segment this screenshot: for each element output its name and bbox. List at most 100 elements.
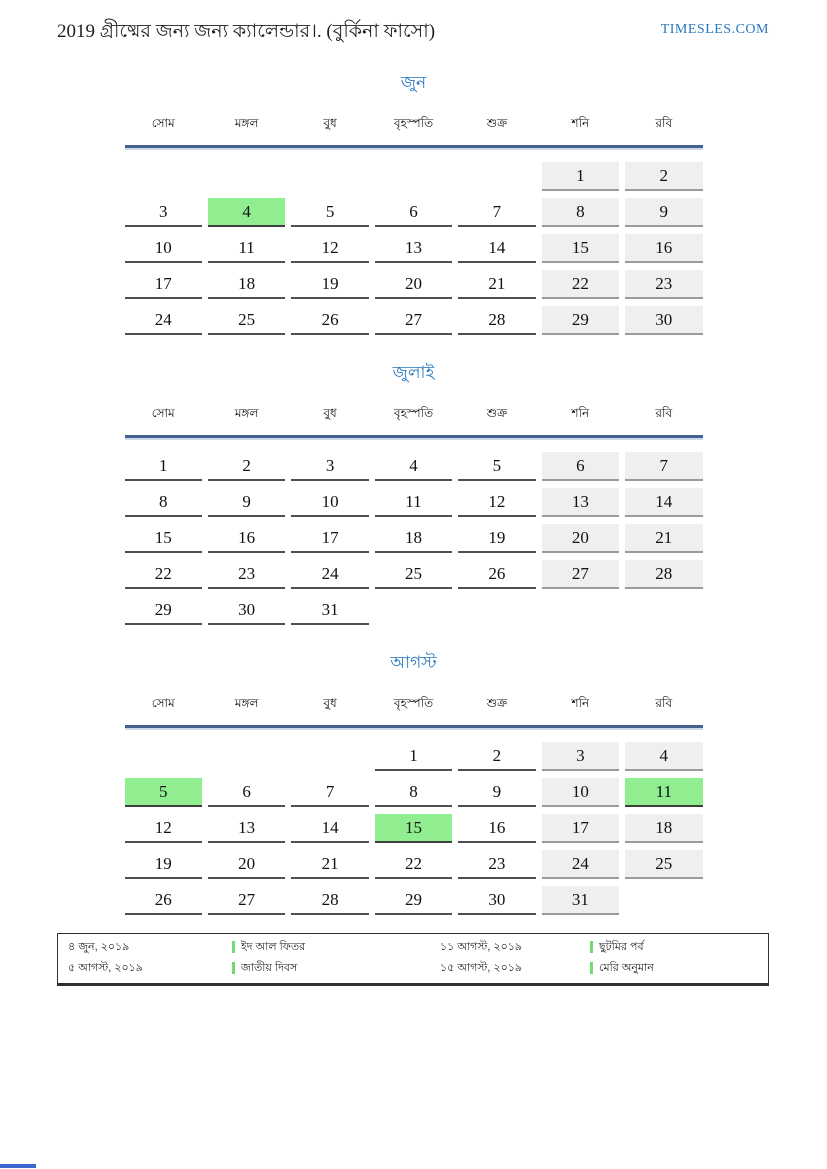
month-grid: 1 2 3 4 5 6 7 8 9 10 11 12 13 14 15 16 17 18 19 20 21 22 23 24 2… <box>124 161 703 335</box>
month-grid: 1 2 3 4 5 6 7 8 9 10 11 12 13 14 15 16 17 18 19 20 21 22 23 24 2… <box>124 451 703 625</box>
day-cell: 25 <box>207 305 286 335</box>
day-cell: 10 <box>124 233 202 263</box>
day-cell: 22 <box>541 269 620 299</box>
day-cell: 26 <box>291 305 369 335</box>
day-cell: 17 <box>124 269 202 299</box>
day-cell: 23 <box>625 269 703 299</box>
weekday-header: সোম <box>151 695 175 710</box>
legend-date: ১১ আগস্ট, ২০১৯ <box>440 940 523 953</box>
day-cell: 12 <box>458 487 536 517</box>
day-cell: 9 <box>458 777 536 807</box>
day-cell: 20 <box>541 523 620 553</box>
weekday-header: সোম <box>151 405 175 420</box>
site-link[interactable]: TIMESLES.COM <box>660 22 769 37</box>
day-cell: 11 <box>625 777 703 807</box>
legend-box: ৪ জুন, ২০১৯ ইদ আল ফিতর ১১ আগস্ট, ২০১৯ ছুটমি… <box>57 932 769 986</box>
day-cell: 5 <box>458 451 536 481</box>
weekday-header-row: সোম মঙ্গল বুধ বৃহস্পতি শুক্র শনি রবি <box>124 405 703 438</box>
day-cell: 28 <box>291 885 369 915</box>
day-cell: 13 <box>374 233 453 263</box>
legend-entry: জাতীয় দিবস <box>232 959 438 978</box>
day-cell: 6 <box>541 451 620 481</box>
day-cell: 18 <box>374 523 453 553</box>
day-cell: 29 <box>374 885 453 915</box>
legend-entry: ছুটমির পর্ব <box>590 938 760 957</box>
weekday-header: রবি <box>655 115 673 130</box>
page-bottom-mark <box>0 1164 36 1168</box>
day-cell: 14 <box>625 487 703 517</box>
day-cell: 23 <box>207 559 286 589</box>
day-cell: 7 <box>625 451 703 481</box>
page-title: 2019 গ্রীষ্মের জন্য জন্য ক্যালেন্ডার।. (… <box>57 21 436 42</box>
day-cell: 17 <box>541 813 620 843</box>
day-cell: 8 <box>124 487 202 517</box>
empty-cell <box>125 742 202 769</box>
day-cell: 31 <box>291 595 369 625</box>
empty-cell <box>291 742 368 769</box>
weekday-header: বুধ <box>323 405 337 420</box>
day-cell: 4 <box>207 197 286 227</box>
day-cell: 31 <box>541 885 620 915</box>
day-cell: 8 <box>374 777 453 807</box>
legend-date: ৫ আগস্ট, ২০১৯ <box>68 961 143 974</box>
weekday-header: বুধ <box>323 115 337 130</box>
day-cell: 3 <box>291 451 369 481</box>
day-cell: 22 <box>124 559 202 589</box>
day-cell: 29 <box>124 595 202 625</box>
month-section: আগস্ট সোম মঙ্গল বুধ বৃহস্পতি শুক্র শনি রবি 1 2 3 4 5… <box>124 650 703 915</box>
day-cell: 17 <box>291 523 369 553</box>
day-cell: 24 <box>541 849 620 879</box>
empty-cell <box>125 162 202 189</box>
day-cell: 6 <box>207 777 286 807</box>
empty-cell <box>625 596 702 623</box>
day-cell: 30 <box>207 595 286 625</box>
day-cell: 26 <box>124 885 202 915</box>
day-cell: 8 <box>541 197 620 227</box>
day-cell: 16 <box>625 233 703 263</box>
day-cell: 1 <box>374 741 453 771</box>
weekday-header: শনি <box>571 695 590 710</box>
month-title: জুলাই <box>392 362 435 382</box>
day-cell: 10 <box>291 487 369 517</box>
weekday-header: রবি <box>655 405 673 420</box>
day-cell: 4 <box>374 451 453 481</box>
month-title: আগস্ট <box>390 652 437 672</box>
day-cell: 21 <box>458 269 536 299</box>
day-cell: 28 <box>625 559 703 589</box>
empty-cell <box>458 596 535 623</box>
weekday-header: শনি <box>571 115 590 130</box>
day-cell: 27 <box>374 305 453 335</box>
legend-color-bar <box>590 941 593 954</box>
weekday-header: শুক্র <box>486 405 508 420</box>
day-cell: 27 <box>541 559 620 589</box>
day-cell: 13 <box>541 487 620 517</box>
day-cell: 1 <box>124 451 202 481</box>
day-cell: 7 <box>291 777 369 807</box>
day-cell: 4 <box>625 741 703 771</box>
weekday-header: শনি <box>571 405 590 420</box>
month-section: জুন সোম মঙ্গল বুধ বৃহস্পতি শুক্র শনি রবি 1 2 3 4 5 6 7… <box>124 70 703 335</box>
page-header: 2019 গ্রীষ্মের জন্য জন্য ক্যালেন্ডার।. (… <box>0 0 827 44</box>
empty-cell <box>625 886 702 913</box>
day-cell: 25 <box>625 849 703 879</box>
day-cell: 7 <box>458 197 536 227</box>
empty-cell <box>458 162 535 189</box>
legend-label-text: মেরি অনুমান <box>599 961 654 974</box>
day-cell: 26 <box>458 559 536 589</box>
empty-cell <box>542 596 619 623</box>
weekday-header: বৃহস্পতি <box>393 695 434 710</box>
weekday-header-row: সোম মঙ্গল বুধ বৃহস্পতি শুক্র শনি রবি <box>124 695 703 728</box>
day-cell: 19 <box>458 523 536 553</box>
day-cell: 24 <box>291 559 369 589</box>
day-cell: 19 <box>124 849 202 879</box>
weekday-header: মঙ্গল <box>234 405 259 420</box>
weekday-header: শুক্র <box>486 115 508 130</box>
day-cell: 3 <box>541 741 620 771</box>
day-cell: 18 <box>207 269 286 299</box>
day-cell: 25 <box>374 559 453 589</box>
weekday-header-row: সোম মঙ্গল বুধ বৃহস্পতি শুক্র শনি রবি <box>124 115 703 148</box>
day-cell: 3 <box>124 197 202 227</box>
legend-label-text: জাতীয় দিবস <box>241 961 298 974</box>
month-title: জুন <box>400 72 427 92</box>
day-cell: 5 <box>124 777 202 807</box>
